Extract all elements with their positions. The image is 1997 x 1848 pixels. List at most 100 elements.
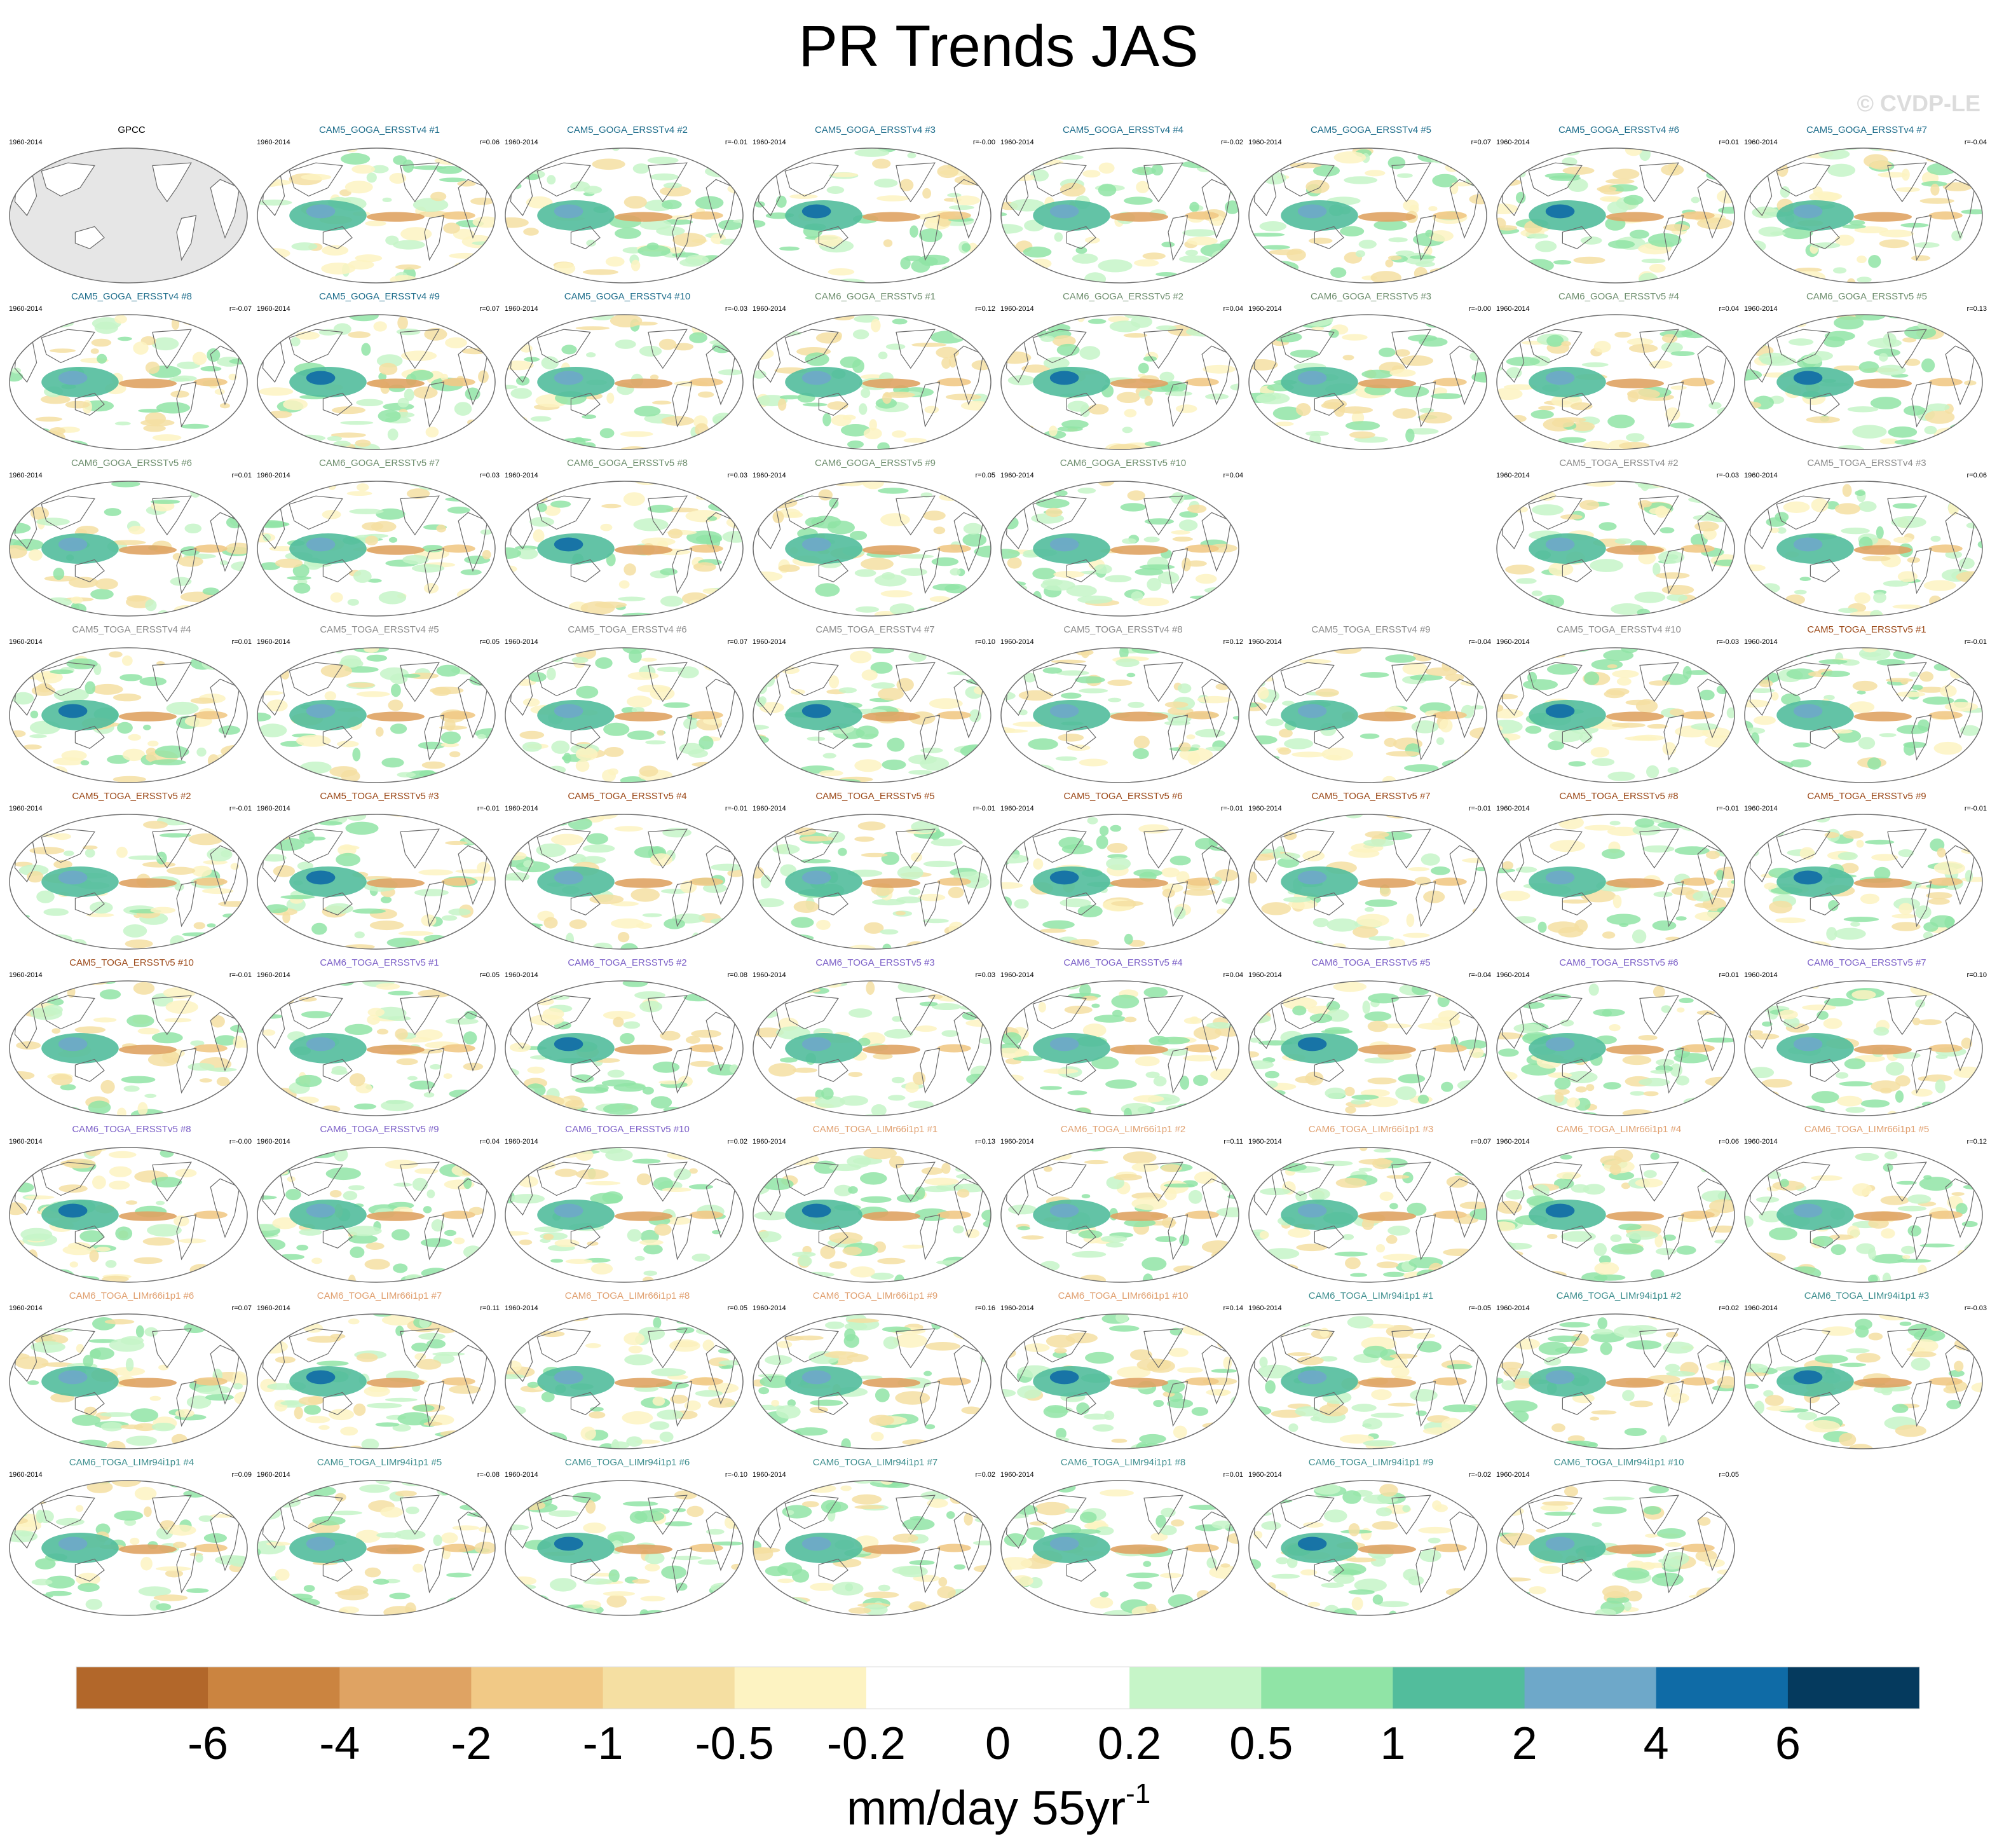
trend-blob bbox=[90, 1348, 101, 1359]
atlantic-trend bbox=[193, 1377, 228, 1386]
continent-outline bbox=[784, 495, 839, 530]
trend-blob bbox=[1937, 847, 1946, 858]
trend-blob bbox=[1122, 427, 1133, 434]
trend-blob bbox=[1194, 838, 1217, 850]
trend-blob bbox=[1559, 1279, 1577, 1282]
trend-blob bbox=[1857, 277, 1872, 283]
continent-outline bbox=[1143, 662, 1183, 702]
trend-blob bbox=[590, 1263, 613, 1275]
trend-blob bbox=[660, 568, 678, 575]
continent-outline bbox=[536, 828, 591, 863]
continent-outline bbox=[570, 559, 601, 582]
trend-blob bbox=[528, 672, 547, 682]
trend-blob bbox=[843, 414, 856, 420]
trend-blob bbox=[1586, 1084, 1595, 1092]
trend-blob bbox=[224, 774, 247, 781]
trend-blob bbox=[877, 687, 904, 701]
trend-blob bbox=[1205, 746, 1225, 751]
trend-blob bbox=[1358, 1167, 1373, 1172]
trend-blob bbox=[1355, 250, 1365, 257]
trend-blob bbox=[563, 753, 571, 763]
atlantic-trend bbox=[1928, 1044, 1963, 1053]
trend-blob bbox=[447, 940, 472, 949]
continent-outline bbox=[536, 1328, 591, 1363]
panel-title: CAM5_TOGA_ERSSTv5 #5 bbox=[815, 791, 935, 802]
trend-blob bbox=[423, 583, 439, 594]
trend-blob bbox=[543, 1233, 554, 1240]
central-pacific-trend bbox=[1853, 212, 1912, 222]
map-border bbox=[753, 647, 992, 783]
trend-blob bbox=[551, 740, 570, 754]
trend-blob bbox=[1028, 738, 1058, 750]
trend-blob bbox=[1466, 821, 1487, 829]
trend-blob bbox=[1770, 231, 1786, 236]
trend-blob bbox=[397, 1412, 431, 1426]
map-panel: CAM6_TOGA_LIMr66i1p1 #1 1960-2014 r=0.13 bbox=[751, 1124, 999, 1290]
panel-period: 1960-2014 bbox=[753, 472, 786, 479]
panel-period: 1960-2014 bbox=[753, 638, 786, 646]
trend-blob bbox=[1454, 1172, 1486, 1176]
trend-blob bbox=[1860, 893, 1879, 905]
trend-blob bbox=[147, 741, 159, 747]
trend-blob bbox=[1920, 650, 1944, 654]
trend-blob bbox=[37, 315, 71, 317]
trend-blob bbox=[1855, 490, 1865, 496]
trend-blob bbox=[29, 847, 65, 854]
continent-outline bbox=[400, 1328, 440, 1369]
trend-blob bbox=[1897, 1259, 1932, 1263]
trend-blob bbox=[1468, 340, 1487, 349]
trend-blob bbox=[1935, 1107, 1958, 1116]
trend-blob bbox=[779, 395, 801, 400]
trend-blob bbox=[1834, 927, 1866, 940]
trend-blob bbox=[1667, 767, 1679, 774]
trend-blob bbox=[985, 1181, 991, 1194]
trend-blob bbox=[1497, 704, 1504, 713]
atlantic-trend bbox=[1928, 544, 1963, 553]
trend-blob bbox=[585, 1343, 601, 1348]
trend-blob bbox=[1790, 759, 1811, 768]
trend-blob bbox=[1169, 780, 1201, 783]
trend-blob bbox=[1497, 764, 1516, 770]
trend-blob bbox=[1745, 499, 1767, 507]
trend-blob bbox=[367, 578, 382, 583]
trend-blob bbox=[423, 1206, 432, 1214]
trend-blob bbox=[753, 172, 768, 183]
trend-blob bbox=[509, 1194, 545, 1204]
trend-blob bbox=[259, 163, 269, 167]
trend-blob bbox=[1670, 1105, 1687, 1114]
trend-blob bbox=[753, 1151, 785, 1158]
panel-correlation: r=0.08 bbox=[727, 971, 748, 979]
trend-blob bbox=[1824, 331, 1855, 341]
trend-blob bbox=[1799, 847, 1815, 860]
trend-blob bbox=[953, 1225, 964, 1234]
trend-blob bbox=[1360, 733, 1380, 739]
trend-blob bbox=[1032, 568, 1056, 580]
trend-blob bbox=[650, 173, 679, 181]
trend-blob bbox=[1250, 233, 1285, 237]
trend-blob bbox=[1431, 866, 1450, 875]
trend-blob bbox=[100, 1422, 123, 1432]
map-border bbox=[753, 314, 992, 450]
trend-blob bbox=[1091, 1056, 1119, 1070]
continent-outline bbox=[41, 662, 95, 697]
trend-blob bbox=[852, 743, 873, 748]
trend-blob bbox=[505, 258, 519, 266]
continent-outline bbox=[1528, 162, 1583, 197]
map-panel: CAM5_GOGA_ERSSTv4 #10 1960-2014 r=-0.03 bbox=[503, 291, 751, 458]
trend-blob bbox=[1845, 1107, 1866, 1113]
trend-blob bbox=[716, 152, 743, 161]
trend-blob bbox=[562, 1315, 589, 1320]
trend-blob bbox=[1001, 224, 1023, 234]
trend-blob bbox=[1173, 906, 1186, 920]
trend-blob bbox=[1616, 677, 1632, 686]
trend-blob bbox=[110, 540, 146, 545]
trend-blob bbox=[1197, 695, 1232, 704]
trend-blob bbox=[348, 1234, 378, 1244]
trend-blob bbox=[522, 1433, 544, 1441]
map-border bbox=[1496, 647, 1735, 783]
trend-blob bbox=[1321, 748, 1354, 761]
trend-blob bbox=[1425, 229, 1434, 237]
trend-blob bbox=[929, 596, 951, 602]
trend-blob bbox=[289, 441, 316, 445]
trend-blob bbox=[333, 441, 351, 447]
